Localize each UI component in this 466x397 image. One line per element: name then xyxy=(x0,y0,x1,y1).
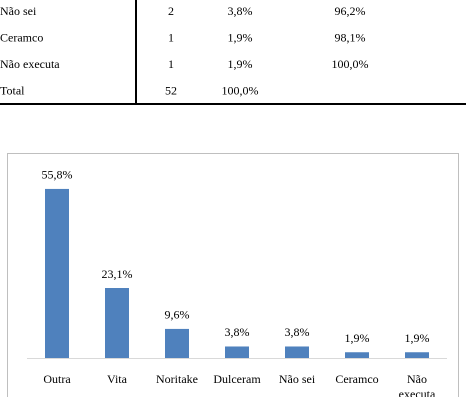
value-label: 1,9% xyxy=(345,331,370,345)
table-cell: 1,9% xyxy=(228,30,253,44)
value-label: 3,8% xyxy=(225,325,250,339)
table-cell: Total xyxy=(0,83,25,97)
table-cell: 2 xyxy=(168,4,174,18)
value-label: 55,8% xyxy=(42,168,73,182)
bar xyxy=(165,328,189,358)
bar xyxy=(105,288,129,358)
table-cell: 96,2% xyxy=(335,4,366,18)
category-label: Noritake xyxy=(156,372,198,386)
value-label: 3,8% xyxy=(285,325,310,339)
bar xyxy=(405,352,429,358)
bar xyxy=(345,352,369,358)
table-cell: 100,0% xyxy=(332,57,369,71)
category-label: Dulceram xyxy=(213,372,261,386)
table-cell: Não executa xyxy=(0,57,60,71)
category-label: Outra xyxy=(43,372,71,386)
table-cell: 3,8% xyxy=(228,4,253,18)
value-label: 1,9% xyxy=(405,331,430,345)
bar xyxy=(285,346,309,358)
chart-frame xyxy=(7,153,459,397)
table-cell: 100,0% xyxy=(222,83,259,97)
table-cell: 98,1% xyxy=(335,30,366,44)
value-label: 23,1% xyxy=(102,267,133,281)
bar xyxy=(45,188,69,358)
table-cell: Não sei xyxy=(0,4,37,18)
category-label: Não executa xyxy=(399,372,436,397)
table-cell: 1 xyxy=(168,30,174,44)
table-cell: Ceramco xyxy=(0,30,43,44)
bar xyxy=(225,346,249,358)
table-cell: 1 xyxy=(168,57,174,71)
table-cell: 1,9% xyxy=(228,57,253,71)
value-label: 9,6% xyxy=(165,308,190,322)
table-cell: 52 xyxy=(165,83,177,97)
category-label: Não sei xyxy=(279,372,316,386)
category-label: Ceramco xyxy=(335,372,378,386)
category-label: Vita xyxy=(107,372,128,386)
